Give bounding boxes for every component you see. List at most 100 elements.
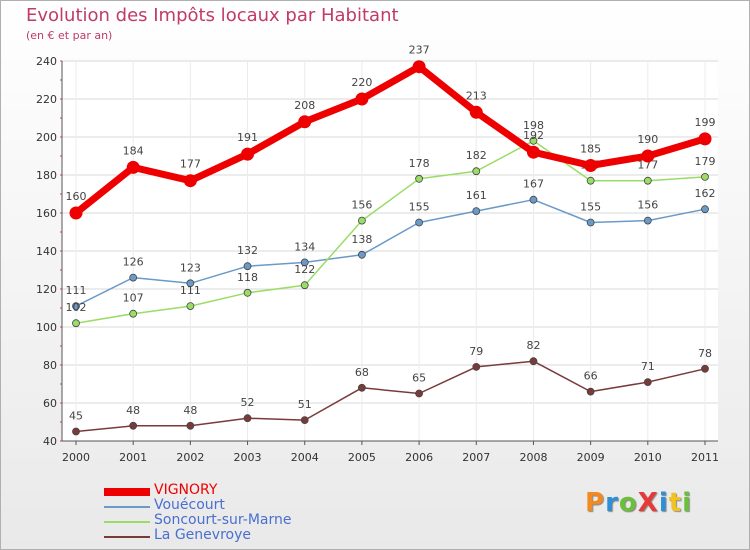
x-tick-label: 2000 [62,451,90,464]
point-vou-court-2011 [701,205,709,214]
data-label-vignory: 177 [180,158,201,171]
y-tick-label: 200 [36,131,57,144]
point-soncourt-sur-marne-2011 [701,172,709,181]
y-tick-label: 60 [43,397,57,410]
data-label-la-genevroye: 45 [69,410,83,423]
legend-label: Soncourt-sur-Marne [154,512,292,528]
point-la-genevroye-2003 [243,414,252,423]
legend-label: VIGNORY [154,482,218,498]
data-label-vou-court: 111 [66,284,87,297]
data-label-la-genevroye: 71 [641,360,655,373]
point-vignory-2002 [183,174,197,188]
data-label-la-genevroye: 68 [355,366,369,379]
data-label-vignory: 160 [66,190,87,203]
series-line-vou-court [75,198,706,307]
legend-swatch [104,521,150,523]
point-vignory-2005 [355,92,369,106]
point-vignory-2004 [298,115,312,129]
legend-label: Vouécourt [154,497,225,513]
point-soncourt-sur-marne-2000 [72,319,80,328]
series-line-la-genevroye [75,360,706,433]
y-tick-label: 80 [43,359,57,372]
point-la-genevroye-2011 [701,364,709,373]
legend-swatch [104,536,150,538]
point-la-genevroye-2004 [300,416,309,425]
point-vou-court-2008 [529,195,538,204]
series-line-vignory [73,63,707,216]
data-label-la-genevroye: 79 [469,345,483,358]
data-label-vignory: 199 [695,116,716,129]
point-soncourt-sur-marne-2008 [529,136,538,145]
data-label-vignory: 192 [523,129,544,142]
data-label-soncourt-sur-marne: 102 [66,301,87,314]
point-la-genevroye-2005 [358,383,366,392]
legend-swatch [104,506,150,508]
point-vou-court-2003 [243,262,252,271]
data-label-vou-court: 156 [637,199,658,212]
point-vou-court-2005 [358,250,366,259]
x-tick-label: 2006 [405,451,433,464]
data-label-vignory: 191 [237,131,258,144]
data-label-vou-court: 155 [409,201,430,214]
y-tick-label: 120 [36,283,57,296]
chart-title: Evolution des Impôts locaux par Habitant [26,5,399,26]
data-label-vou-court: 126 [123,256,144,269]
point-la-genevroye-2008 [529,357,538,366]
x-tick-label: 2010 [634,451,662,464]
x-tick-label: 2002 [176,451,204,464]
point-la-genevroye-2001 [129,421,138,430]
data-label-vou-court: 155 [580,201,601,214]
data-label-vou-court: 134 [294,240,315,253]
data-label-soncourt-sur-marne: 182 [466,149,487,162]
point-vignory-2009 [584,159,598,172]
data-label-vignory: 190 [637,133,658,146]
point-soncourt-sur-marne-2004 [300,281,309,290]
point-vignory-2000 [69,206,83,220]
data-label-vignory: 220 [351,76,372,89]
point-soncourt-sur-marne-2007 [472,167,481,176]
data-label-vou-court: 167 [523,178,544,191]
data-label-soncourt-sur-marne: 107 [123,292,144,305]
x-tick-label: 2004 [291,451,319,464]
point-soncourt-sur-marne-2003 [243,288,252,297]
data-label-soncourt-sur-marne: 178 [409,157,430,170]
point-vou-court-2007 [472,207,481,216]
chart-subtitle: (en € et par an) [26,29,113,42]
y-tick-label: 40 [43,435,57,448]
y-tick-label: 140 [36,245,57,258]
point-vou-court-2000 [72,302,80,311]
data-label-la-genevroye: 66 [584,370,598,383]
point-la-genevroye-2007 [472,362,481,371]
y-tick-label: 240 [36,55,57,68]
point-vou-court-2006 [415,218,423,227]
point-vignory-2007 [469,105,483,119]
x-tick-label: 2003 [234,451,262,464]
point-soncourt-sur-marne-2005 [358,216,366,225]
data-label-soncourt-sur-marne: 198 [523,119,544,132]
x-tick-label: 2011 [691,451,719,464]
data-label-la-genevroye: 82 [526,339,540,352]
proxiti-logo: ProXiti [585,488,693,518]
data-label-vou-court: 162 [695,187,716,200]
data-label-vignory: 237 [409,44,430,57]
x-tick-label: 2005 [348,451,376,464]
point-soncourt-sur-marne-2009 [586,176,595,185]
data-label-la-genevroye: 48 [183,404,197,417]
point-vignory-2006 [412,60,426,74]
legend-label: La Genevroye [154,527,251,543]
point-vou-court-2004 [300,258,309,267]
y-tick-label: 160 [36,207,57,220]
data-label-vou-court: 123 [180,261,201,274]
x-tick-label: 2008 [519,451,547,464]
data-label-soncourt-sur-marne: 179 [695,155,716,168]
point-la-genevroye-2010 [643,378,652,387]
point-la-genevroye-2006 [415,389,423,398]
point-soncourt-sur-marne-2010 [643,176,652,185]
data-label-vou-court: 138 [351,233,372,246]
data-label-soncourt-sur-marne: 122 [294,263,315,276]
data-label-vignory: 184 [123,144,144,157]
point-la-genevroye-2002 [186,421,195,430]
data-label-la-genevroye: 52 [241,396,255,409]
series-line-soncourt-sur-marne [75,140,706,324]
